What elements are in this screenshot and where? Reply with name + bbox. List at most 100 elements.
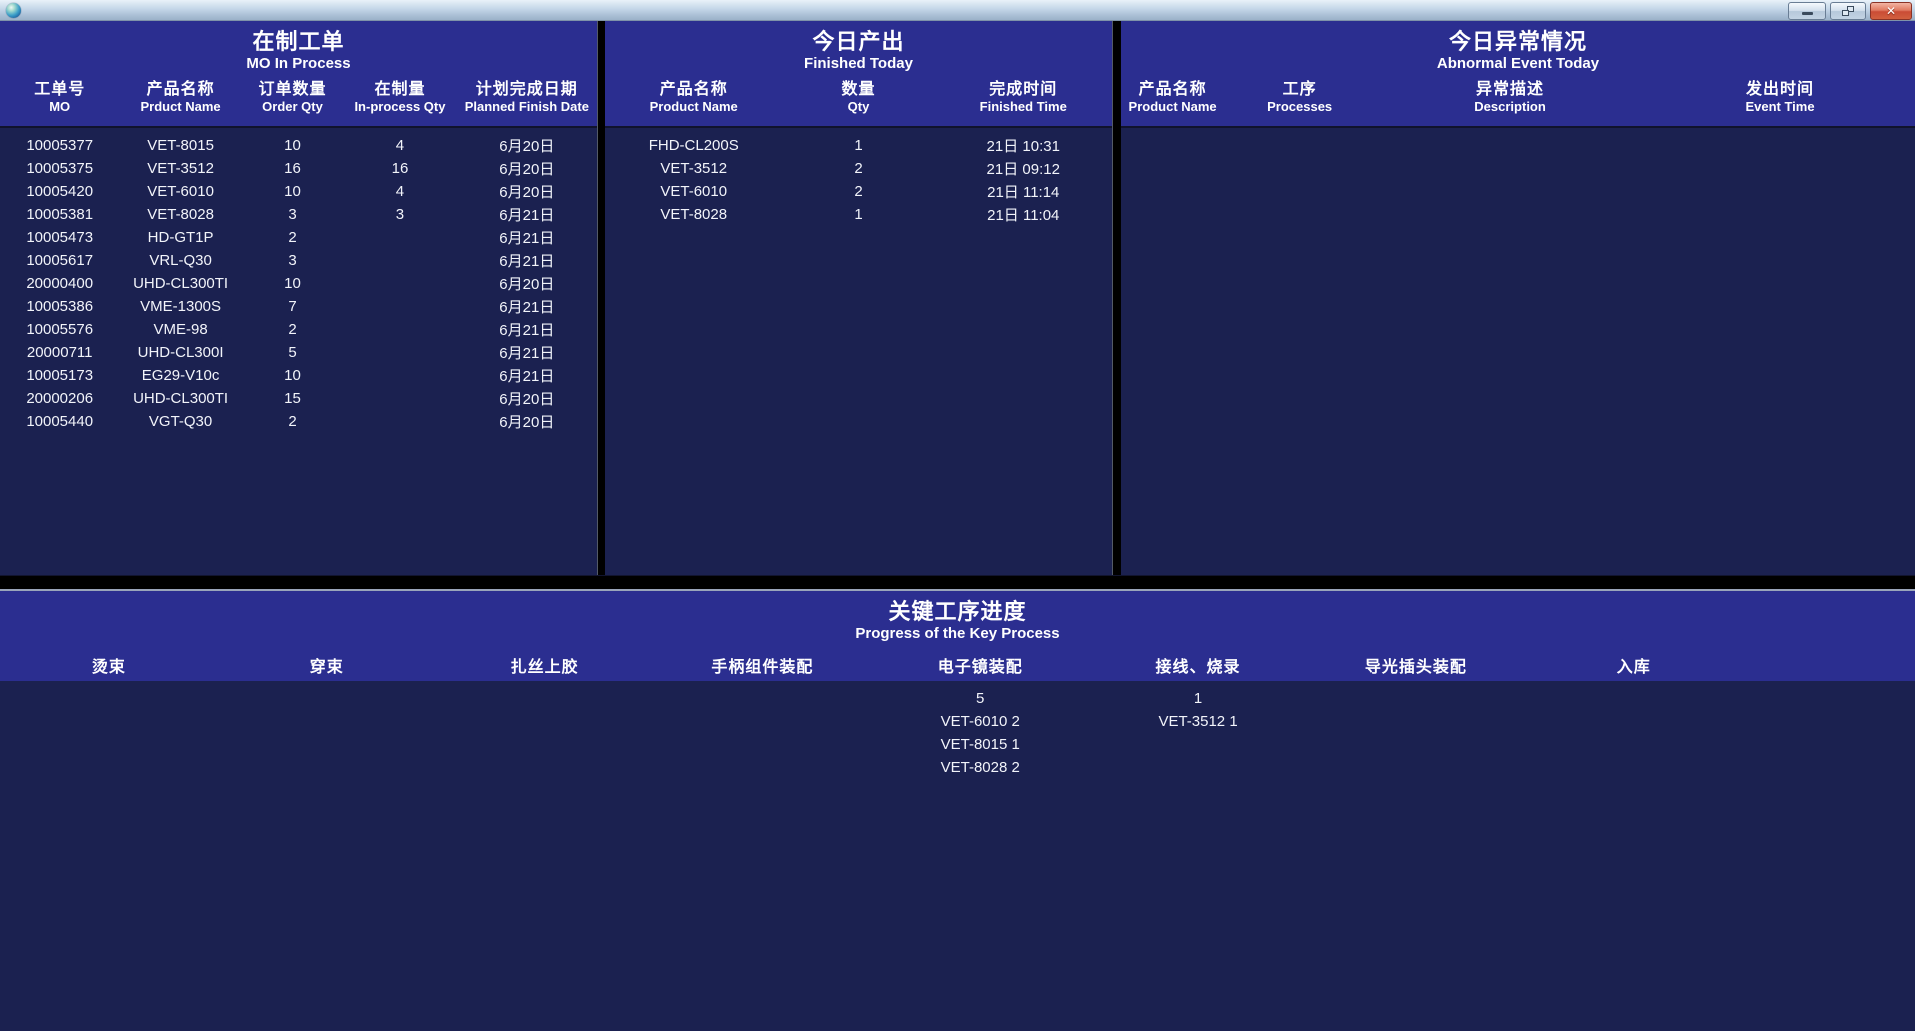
table-row: VET-8028 1 21日 11:04 xyxy=(605,203,1112,226)
process-header: 接线、烧录 xyxy=(1155,659,1241,676)
table-cell: 2 xyxy=(854,160,863,177)
mo-table-body: 10005377 VET-8015 10 4 6月20日 10005375 VET-3512… xyxy=(0,128,597,575)
table-cell: 6月20日 xyxy=(499,138,555,155)
table-cell: VET-6010 xyxy=(660,183,728,200)
panel-mo-in-process: 在制工单 MO In Process 工单号 MO 产品名称 Prduct Name 订… xyxy=(0,21,597,575)
process-progress-column xyxy=(653,687,871,779)
table-cell: UHD-CL300TI xyxy=(133,390,229,407)
table-cell: 10005617 xyxy=(26,252,94,269)
process-progress-item: VET-8028 2 xyxy=(940,759,1020,776)
table-cell: 6月20日 xyxy=(499,414,555,431)
abnormal-panel-header: 今日异常情况 Abnormal Event Today 产品名称 Product … xyxy=(1121,21,1915,128)
column-header: 异常描述 Description xyxy=(1474,81,1546,114)
table-row: 10005375 VET-3512 16 16 6月20日 xyxy=(0,157,597,180)
globe-icon xyxy=(6,2,21,18)
panel-title-zh: 关键工序进度 xyxy=(888,599,1027,624)
process-progress-column xyxy=(0,687,218,779)
table-cell: 7 xyxy=(288,298,297,315)
process-progress-item: VET-8015 1 xyxy=(940,736,1020,753)
table-cell: 20000400 xyxy=(26,275,94,292)
table-row: 20000711 UHD-CL300I 5 6月21日 xyxy=(0,341,597,364)
table-row: 10005377 VET-8015 10 4 6月20日 xyxy=(0,134,597,157)
table-cell: 6月21日 xyxy=(499,230,555,247)
top-panels-row: 在制工单 MO In Process 工单号 MO 产品名称 Prduct Name 订… xyxy=(0,21,1915,575)
panel-title-en: Progress of the Key Process xyxy=(855,625,1060,642)
column-header: 产品名称 Product Name xyxy=(1128,81,1217,114)
panel-finished-today: 今日产出 Finished Today 产品名称 Product Name 数量 Qt… xyxy=(605,21,1112,575)
table-cell: 10005381 xyxy=(26,206,94,223)
process-header: 导光插头装配 xyxy=(1364,659,1467,676)
column-header: 订单数量 Order Qty xyxy=(258,81,327,114)
restore-window-icon xyxy=(1842,5,1854,16)
column-header: 工单号 MO xyxy=(34,81,86,114)
table-cell: VET-8015 xyxy=(147,137,214,154)
table-cell: 6月20日 xyxy=(499,161,555,178)
table-row: 10005576 VME-98 2 6月21日 xyxy=(0,318,597,341)
table-cell: HD-GT1P xyxy=(147,229,214,246)
process-progress-column: 1 VET-3512 1 xyxy=(1089,687,1307,779)
panel-title-en: Finished Today xyxy=(804,55,913,72)
abnormal-table-body xyxy=(1121,128,1915,575)
table-cell: 10005440 xyxy=(26,413,94,430)
process-column-headers: 烫束 穿束 扎丝上胶 手柄组件装配 电子镜装配 接线、烧录 导光插头装配 入库 xyxy=(0,653,1743,677)
mo-panel-header: 在制工单 MO In Process 工单号 MO 产品名称 Prduct Name 订… xyxy=(0,21,597,128)
process-header: 烫束 xyxy=(91,659,126,676)
table-cell: VGT-Q30 xyxy=(148,413,213,430)
panel-key-process: 关键工序进度 Progress of the Key Process 烫束 穿束 扎… xyxy=(0,591,1915,1031)
table-row: 10005617 VRL-Q30 3 6月21日 xyxy=(0,249,597,272)
table-cell: 5 xyxy=(288,344,297,361)
table-cell: 6月21日 xyxy=(499,322,555,339)
process-progress-column: 5 VET-6010 2 VET-8015 1 VET-8028 2 xyxy=(871,687,1089,779)
finished-table-body: FHD-CL200S 1 21日 10:31 VET-3512 2 21日 09:12 VE… xyxy=(605,128,1112,575)
process-progress-item: VET-6010 2 xyxy=(940,713,1020,730)
table-cell: VET-3512 xyxy=(147,160,214,177)
process-progress-item: 1 xyxy=(1193,690,1203,707)
table-cell: 6月21日 xyxy=(499,207,555,224)
table-cell: 2 xyxy=(288,413,297,430)
close-icon: ✕ xyxy=(1885,3,1897,18)
panel-title-zh: 在制工单 xyxy=(252,29,345,54)
table-cell: 3 xyxy=(395,206,405,223)
table-row: 10005440 VGT-Q30 2 6月20日 xyxy=(0,410,597,433)
process-progress-item: 5 xyxy=(976,690,985,707)
process-progress-column xyxy=(218,687,436,779)
vertical-divider xyxy=(1112,21,1121,575)
table-cell: VET-8028 xyxy=(660,206,728,223)
table-cell: 2 xyxy=(854,183,863,200)
vertical-divider xyxy=(597,21,605,575)
table-cell: 10 xyxy=(284,367,301,384)
table-cell: EG29-V10c xyxy=(141,367,220,384)
minimize-button[interactable] xyxy=(1788,1,1826,20)
table-cell: 10 xyxy=(284,137,301,154)
table-cell: 6月20日 xyxy=(499,276,555,293)
finished-column-headers: 产品名称 Product Name 数量 Qty 完成时间 Finished Time xyxy=(605,81,1112,114)
column-header: 在制量 In-process Qty xyxy=(354,81,446,114)
table-cell: 20000711 xyxy=(26,344,93,361)
table-cell: 6月21日 xyxy=(499,345,555,362)
process-header: 手柄组件装配 xyxy=(711,659,814,676)
table-cell: 10005173 xyxy=(26,367,94,384)
table-cell: 4 xyxy=(395,137,405,154)
table-cell: 6月20日 xyxy=(499,184,555,201)
table-cell: 21日 11:14 xyxy=(987,184,1060,201)
process-header: 入库 xyxy=(1616,659,1651,676)
close-button[interactable]: ✕ xyxy=(1870,1,1912,20)
table-cell: 10005420 xyxy=(26,183,94,200)
table-row: 10005386 VME-1300S 7 6月21日 xyxy=(0,295,597,318)
table-cell: 16 xyxy=(391,160,409,177)
panel-abnormal-event: 今日异常情况 Abnormal Event Today 产品名称 Product … xyxy=(1121,21,1915,575)
column-header: 数量 Qty xyxy=(841,81,876,114)
table-cell: VRL-Q30 xyxy=(149,252,212,269)
table-cell: VET-3512 xyxy=(660,160,728,177)
process-header: 电子镜装配 xyxy=(937,659,1023,676)
column-header: 工序 Processes xyxy=(1267,81,1333,114)
table-cell: 10005473 xyxy=(26,229,94,246)
table-cell: VET-6010 xyxy=(147,183,214,200)
panel-title-zh: 今日产出 xyxy=(812,29,905,54)
table-row: VET-6010 2 21日 11:14 xyxy=(605,180,1112,203)
restore-button[interactable] xyxy=(1830,1,1866,20)
table-cell: 16 xyxy=(284,160,301,177)
panel-title-en: Abnormal Event Today xyxy=(1436,55,1600,72)
table-cell: 3 xyxy=(288,252,297,269)
